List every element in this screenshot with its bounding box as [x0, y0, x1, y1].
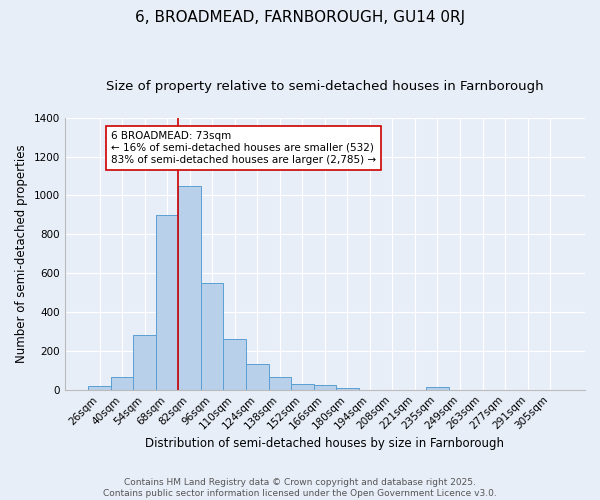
Bar — [111, 377, 133, 390]
Bar — [426, 387, 449, 390]
Bar — [201, 283, 223, 390]
Title: Size of property relative to semi-detached houses in Farnborough: Size of property relative to semi-detach… — [106, 80, 544, 93]
Bar — [133, 336, 156, 390]
Bar — [88, 386, 111, 390]
Bar — [223, 339, 246, 390]
Y-axis label: Number of semi-detached properties: Number of semi-detached properties — [15, 144, 28, 363]
Bar — [178, 186, 201, 390]
Text: 6 BROADMEAD: 73sqm
← 16% of semi-detached houses are smaller (532)
83% of semi-d: 6 BROADMEAD: 73sqm ← 16% of semi-detache… — [111, 132, 376, 164]
Bar — [291, 384, 314, 390]
Bar — [314, 386, 336, 390]
Bar — [246, 364, 269, 390]
Bar — [269, 377, 291, 390]
Bar — [336, 388, 359, 390]
Text: Contains HM Land Registry data © Crown copyright and database right 2025.
Contai: Contains HM Land Registry data © Crown c… — [103, 478, 497, 498]
Bar — [156, 215, 178, 390]
X-axis label: Distribution of semi-detached houses by size in Farnborough: Distribution of semi-detached houses by … — [145, 437, 505, 450]
Text: 6, BROADMEAD, FARNBOROUGH, GU14 0RJ: 6, BROADMEAD, FARNBOROUGH, GU14 0RJ — [135, 10, 465, 25]
